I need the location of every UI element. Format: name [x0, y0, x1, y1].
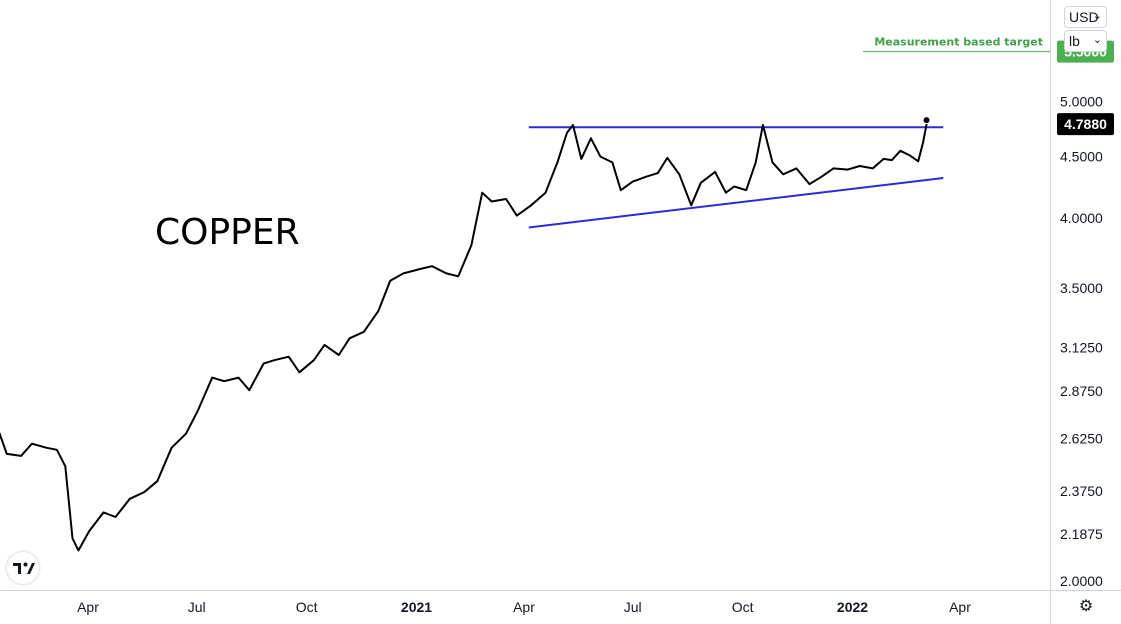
time-tick-label: 2022 [837, 599, 868, 615]
price-tick-label: 2.0000 [1060, 573, 1103, 589]
target-label: Measurement based target [874, 36, 1043, 49]
support-trendline[interactable] [528, 176, 944, 229]
last-price-badge: 4.7880 [1057, 113, 1114, 136]
price-tick-label: 3.1250 [1060, 339, 1103, 355]
price-axis[interactable]: 2.0000 2.1875 2.3750 2.6250 2.8750 3.1250 3.50… [1060, 93, 1103, 589]
chart-title: COPPER [155, 212, 300, 253]
trendlines[interactable] [528, 126, 944, 229]
price-tick-label: 3.5000 [1060, 280, 1103, 296]
price-tick-label: 2.1875 [1060, 526, 1103, 542]
price-tick-label: 2.6250 [1060, 431, 1103, 447]
time-tick-label: Oct [732, 599, 754, 615]
currency-select[interactable]: USD ⌄ [1064, 6, 1107, 28]
time-tick-label: Oct [296, 599, 318, 615]
last-price-dot [923, 117, 930, 124]
price-tick-label: 4.5000 [1060, 149, 1103, 165]
time-axis[interactable]: Apr Jul Oct 2021 Apr Jul Oct 2022 Apr [77, 599, 971, 615]
chevron-down-icon: ⌄ [1092, 10, 1102, 22]
chevron-down-icon: ⌄ [1092, 34, 1102, 46]
time-tick-label: Apr [949, 599, 971, 615]
price-tick-label: 2.8750 [1060, 383, 1103, 399]
time-tick-label: Jul [188, 599, 206, 615]
tradingview-logo-icon[interactable] [7, 552, 39, 584]
gear-icon[interactable]: ⚙ [1078, 598, 1094, 615]
time-tick-label: Apr [513, 599, 535, 615]
last-price-value: 4.7880 [1064, 116, 1107, 132]
unit-value: lb [1069, 33, 1080, 49]
time-tick-label: Jul [624, 599, 642, 615]
copper-price-line [0, 123, 928, 552]
price-tick-label: 5.0000 [1060, 93, 1103, 109]
price-tick-label: 4.0000 [1060, 210, 1103, 226]
time-tick-label: 2021 [401, 599, 432, 615]
currency-value: USD [1069, 9, 1099, 25]
time-tick-label: Apr [77, 599, 99, 615]
price-tick-label: 2.3750 [1060, 483, 1103, 499]
unit-select[interactable]: lb ⌄ [1064, 30, 1107, 52]
